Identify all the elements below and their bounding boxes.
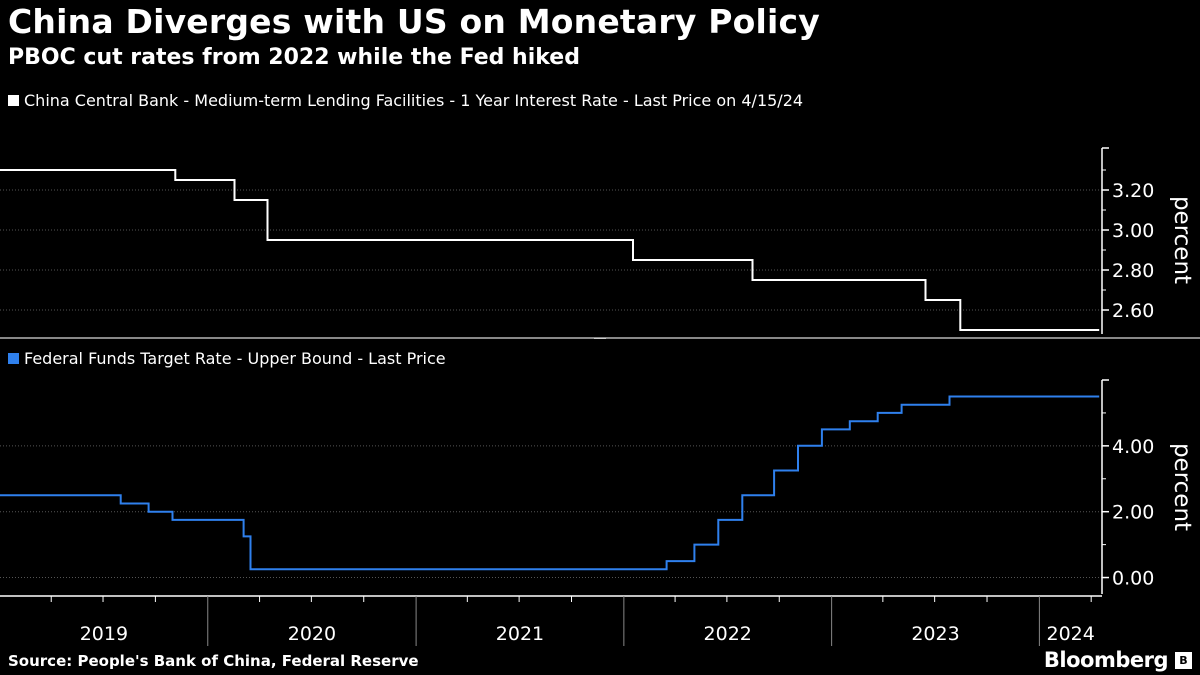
x-tick-label: 2019 [80,623,128,645]
fed-panel: 0.00 2.00 4.00 percent [0,379,1195,594]
bloomberg-logo: Bloomberg [1043,648,1169,672]
china-panel: 2.60 2.80 3.00 3.20 percent [0,147,1195,334]
chart-subtitle: PBOC cut rates from 2022 while the Fed h… [8,45,580,70]
x-tick-label: 2022 [704,623,752,645]
chart-title: China Diverges with US on Monetary Polic… [8,2,820,41]
y-tick-label: 0.00 [1112,568,1154,590]
y-axis-title: percent [1169,196,1195,284]
source-note: Source: People's Bank of China, Federal … [8,652,419,670]
y-tick-label: 2.60 [1112,300,1154,322]
x-tick-label: 2024 [1047,623,1095,645]
x-tick-label: 2023 [911,623,959,645]
y-tick-label: 4.00 [1112,436,1154,458]
y-axis-title: percent [1169,443,1195,531]
legend-label-fed: Federal Funds Target Rate - Upper Bound … [24,349,446,368]
y-tick-label: 2.80 [1112,260,1154,282]
x-tick-label: 2020 [288,623,336,645]
bloomberg-icon: B [1175,652,1192,669]
fed-funds-line [0,395,1100,571]
y-tick-label: 3.00 [1112,220,1154,242]
china-mlf-line [0,169,1100,331]
legend-swatch-china [8,95,19,106]
legend-fed: Federal Funds Target Rate - Upper Bound … [8,349,446,368]
legend-china: China Central Bank - Medium-term Lending… [8,91,803,110]
y-tick-label: 3.20 [1112,180,1154,202]
legend-swatch-fed [8,353,19,364]
y-tick-label: 2.00 [1112,502,1154,524]
x-tick-label: 2021 [496,623,544,645]
legend-label-china: China Central Bank - Medium-term Lending… [24,91,804,110]
